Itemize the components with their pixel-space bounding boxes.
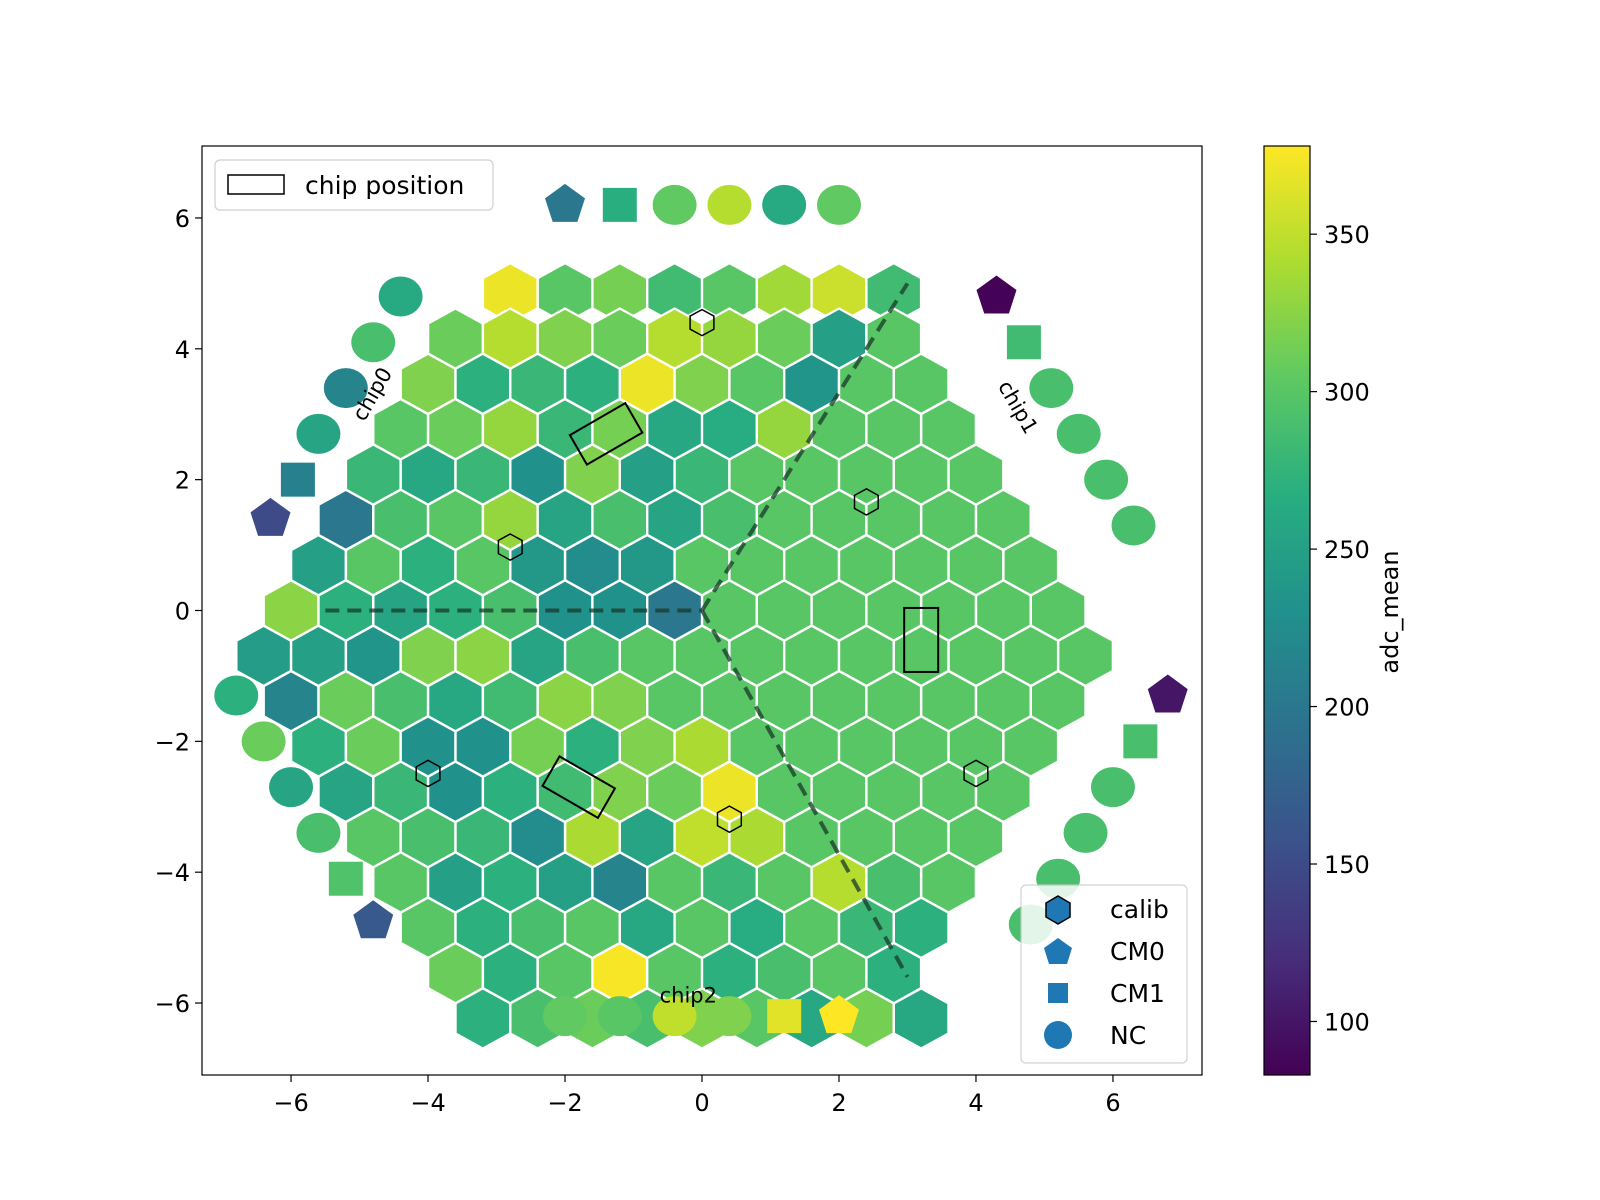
axes: −6 −4 −2 0 2 4 6 −6 −4 −2 0 2 4 6: [155, 205, 1121, 1117]
y-tick-label: −6: [155, 990, 190, 1018]
outer-circle-marker: [816, 184, 861, 225]
chip-position-rect: [541, 755, 617, 820]
legend-markers: calib CM0 CM1 NC: [1020, 884, 1188, 1064]
outer-circle-marker: [597, 996, 642, 1037]
outer-pentagon-marker: [250, 497, 291, 536]
outer-square-marker: [767, 999, 802, 1034]
legend-chip-rect-marker: [227, 174, 285, 195]
outer-circle-marker: [214, 675, 259, 716]
calib-marker: [415, 759, 441, 788]
outer-circle-marker: [351, 322, 396, 363]
y-tick-label: 2: [175, 467, 190, 495]
calib-marker: [963, 759, 989, 788]
x-tick-label: 2: [831, 1089, 846, 1117]
x-tick-label: −2: [547, 1089, 582, 1117]
outer-circle-marker: [1090, 767, 1135, 808]
calib-markers: [415, 308, 989, 834]
chip-boundaries: [325, 282, 910, 978]
chip-label: chip2: [660, 983, 717, 1007]
outer-markers: [214, 183, 1188, 1037]
calib-marker: [497, 533, 523, 561]
outer-square-marker: [280, 462, 315, 497]
outer-pentagon-marker: [353, 900, 394, 939]
outer-pentagon-marker: [1147, 674, 1188, 713]
colorbar-tick-label: 250: [1324, 536, 1370, 564]
outer-circle-marker: [1056, 413, 1101, 454]
legend-chip-position: chip position: [214, 159, 494, 211]
y-tick-label: −2: [155, 728, 190, 756]
colorbar-ticks: 100 150 200 250 300 350: [1310, 221, 1370, 1036]
outer-square-marker: [602, 187, 637, 222]
chip-boundary-line: [700, 282, 910, 612]
legend-hexagon-icon: [1045, 895, 1071, 925]
chip-position-rects: [541, 401, 940, 820]
outer-circle-marker: [543, 996, 588, 1037]
outer-circle-marker: [707, 184, 752, 225]
colorbar-gradient: [1263, 145, 1311, 1076]
outer-pentagon-marker: [545, 183, 585, 222]
colorbar-label: adc_mean: [1376, 550, 1404, 673]
y-tick-label: 0: [175, 598, 190, 626]
outer-circle-marker: [1063, 812, 1108, 853]
x-tick-label: −4: [410, 1089, 445, 1117]
outer-circle-marker: [296, 812, 341, 853]
calib-marker: [716, 805, 743, 834]
outer-circle-marker: [762, 184, 807, 225]
y-tick-label: 6: [175, 205, 190, 233]
chip-position-rect: [903, 606, 940, 673]
outer-circle-marker: [323, 368, 368, 409]
legend-cm0-label: CM0: [1110, 937, 1165, 966]
legend-pentagon-icon: [1044, 938, 1072, 964]
legend-cm1-label: CM1: [1110, 979, 1165, 1008]
calib-marker: [853, 487, 879, 516]
colorbar-tick-label: 350: [1324, 221, 1370, 249]
x-tick-label: 6: [1105, 1089, 1120, 1117]
legend-circle-icon: [1044, 1021, 1072, 1049]
y-tick-label: 4: [175, 336, 190, 364]
hex-cell: [892, 987, 950, 1050]
outer-square-marker: [1006, 325, 1041, 360]
chip-position-rect: [568, 401, 644, 466]
x-tick-label: −6: [273, 1089, 308, 1117]
outer-pentagon-marker: [976, 275, 1017, 314]
legend-square-icon: [1048, 983, 1068, 1003]
outer-circle-marker: [707, 996, 752, 1037]
outer-circle-marker: [1084, 459, 1129, 500]
outer-circle-marker: [296, 413, 341, 454]
colorbar-tick-label: 150: [1324, 851, 1370, 879]
outer-square-marker: [1123, 724, 1158, 759]
legend-nc-label: NC: [1110, 1021, 1146, 1050]
colorbar-tick-label: 100: [1324, 1008, 1370, 1036]
legend-calib-label: calib: [1110, 895, 1169, 924]
colorbar-tick-label: 300: [1324, 379, 1370, 407]
legend-chip-position-label: chip position: [305, 171, 464, 200]
outer-circle-marker: [652, 184, 697, 225]
colorbar: 100 150 200 250 300 350 adc_mean: [1263, 145, 1404, 1076]
outer-circle-marker: [378, 276, 423, 317]
outer-circle-marker: [241, 721, 286, 762]
chip-boundary-line: [700, 609, 910, 978]
colorbar-tick-label: 200: [1324, 694, 1370, 722]
y-tick-label: −4: [155, 859, 190, 887]
outer-circle-marker: [1111, 505, 1156, 546]
x-tick-label: 0: [694, 1089, 709, 1117]
x-tick-label: 4: [968, 1089, 983, 1117]
outer-square-marker: [328, 861, 363, 896]
outer-circle-marker: [269, 767, 314, 808]
outer-circle-marker: [652, 996, 697, 1037]
outer-pentagon-marker: [819, 995, 859, 1034]
outer-circle-marker: [1029, 368, 1074, 409]
calib-marker: [689, 308, 715, 337]
